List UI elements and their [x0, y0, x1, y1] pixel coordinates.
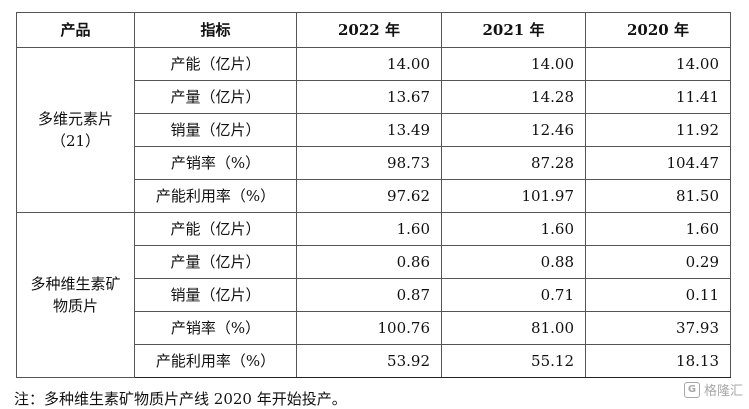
value-2022: 97.62	[296, 179, 442, 213]
value-2021: 87.28	[441, 146, 586, 180]
value-2020: 11.92	[585, 113, 731, 147]
table-row: 产量（亿片） 13.67 14.28 11.41	[17, 80, 731, 114]
indicator-cell: 产能利用率（%）	[134, 344, 297, 378]
value-2021: 0.71	[441, 278, 586, 312]
value-2020: 104.47	[585, 146, 731, 180]
watermark-text: 格隆汇	[703, 384, 743, 399]
header-year-2020: 2020 年	[585, 12, 731, 48]
indicator-cell: 产销率（%）	[134, 146, 297, 180]
footnote: 注：多种维生素矿物质片产线 2020 年开始投产。	[14, 390, 347, 408]
value-2022: 53.92	[296, 344, 442, 378]
value-2020: 1.60	[585, 212, 731, 246]
value-2020: 18.13	[585, 344, 731, 378]
indicator-cell: 产能（亿片）	[134, 47, 297, 81]
product-name-line2: 物质片	[52, 297, 98, 315]
header-year-2021: 2021 年	[441, 12, 586, 48]
table-row: 产量（亿片） 0.86 0.88 0.29	[17, 245, 731, 279]
table-header-row: 产品 指标 2022 年 2021 年 2020 年	[16, 12, 731, 48]
indicator-cell: 销量（亿片）	[134, 113, 297, 147]
indicator-cell: 销量（亿片）	[134, 278, 297, 312]
table-row: 产能利用率（%） 53.92 55.12 18.13	[17, 344, 731, 378]
value-2022: 0.86	[296, 245, 442, 279]
value-2022: 13.49	[296, 113, 442, 147]
value-2021: 14.28	[441, 80, 586, 114]
value-2021: 12.46	[441, 113, 586, 147]
product-cell-multivitamin: 多维元素片 （21）	[16, 47, 135, 213]
table-row: 产能利用率（%） 97.62 101.97 81.50	[17, 179, 731, 213]
watermark: G 格隆汇	[683, 380, 743, 399]
value-2021: 101.97	[441, 179, 586, 213]
table-row: 多维元素片 （21） 产能（亿片） 14.00 14.00 14.00	[16, 47, 731, 213]
value-2022: 1.60	[296, 212, 442, 246]
indicator-cell: 产销率（%）	[134, 311, 297, 345]
value-2020: 81.50	[585, 179, 731, 213]
indicator-cell: 产能（亿片）	[134, 212, 297, 246]
value-2021: 14.00	[441, 47, 586, 81]
value-2022: 98.73	[296, 146, 442, 180]
value-2020: 11.41	[585, 80, 731, 114]
gelonghui-logo-icon: G	[683, 381, 700, 398]
table-row: 多种维生素矿 物质片 产能（亿片） 1.60 1.60 1.60	[16, 212, 731, 378]
value-2021: 81.00	[441, 311, 586, 345]
value-2021: 55.12	[441, 344, 586, 378]
table-row: 产销率（%） 98.73 87.28 104.47	[17, 146, 731, 180]
header-year-2022: 2022 年	[296, 12, 442, 48]
value-2020: 0.29	[585, 245, 731, 279]
header-indicator: 指标	[134, 12, 297, 48]
table-row: 产销率（%） 100.76 81.00 37.93	[17, 311, 731, 345]
value-2022: 13.67	[296, 80, 442, 114]
table-row: 销量（亿片） 13.49 12.46 11.92	[17, 113, 731, 147]
indicator-cell: 产量（亿片）	[134, 245, 297, 279]
value-2021: 0.88	[441, 245, 586, 279]
value-2020: 0.11	[585, 278, 731, 312]
product-name-line1: 多种维生素矿	[30, 275, 121, 293]
header-product: 产品	[16, 12, 135, 48]
value-2020: 37.93	[585, 311, 731, 345]
product-cell-multivitamin-mineral: 多种维生素矿 物质片	[16, 212, 135, 378]
table-row: 销量（亿片） 0.87 0.71 0.11	[17, 278, 731, 312]
indicator-cell: 产量（亿片）	[134, 80, 297, 114]
value-2021: 1.60	[441, 212, 586, 246]
production-sales-table: 产品 指标 2022 年 2021 年 2020 年 多维元素片 （21） 产能…	[16, 12, 731, 378]
value-2020: 14.00	[585, 47, 731, 81]
product-name-line1: 多维元素片	[37, 110, 113, 128]
value-2022: 100.76	[296, 311, 442, 345]
value-2022: 0.87	[296, 278, 442, 312]
indicator-cell: 产能利用率（%）	[134, 179, 297, 213]
value-2022: 14.00	[296, 47, 442, 81]
product-name-line2: （21）	[50, 132, 101, 150]
